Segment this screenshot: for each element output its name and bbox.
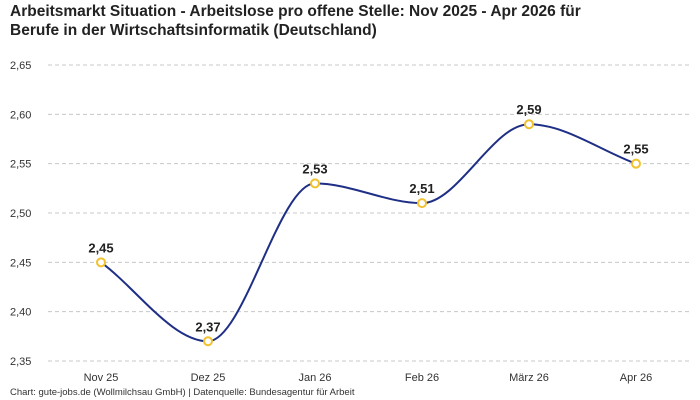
y-tick-label: 2,40 [10,307,31,319]
data-point [417,198,427,209]
series-line [100,123,637,343]
x-axis-ticks: Nov 25 Dez 25 Jan 26 Feb 26 März 26 Apr 26 [84,372,653,384]
y-tick-label: 2,55 [10,159,31,171]
data-label: 2,51 [409,181,434,196]
x-tick-label: März 26 [509,372,549,384]
y-tick-label: 2,50 [10,208,31,220]
data-point [310,178,320,189]
data-point [631,158,641,169]
chart-source-footer: Chart: gute-jobs.de (Wollmilchsau GmbH) … [10,387,355,398]
y-tick-label: 2,60 [10,109,31,121]
chart-title-line-1: Arbeitsmarkt Situation - Arbeitslose pro… [10,3,581,20]
y-tick-label: 2,35 [10,356,31,368]
x-tick-label: Dez 25 [191,372,226,384]
data-point [524,119,534,130]
chart-title-line-2: Berufe in der Wirtschaftsinformatik (Deu… [10,22,377,39]
y-axis-ticks: 2,35 2,40 2,45 2,50 2,55 2,60 2,65 [10,60,31,368]
data-labels: 2,45 2,37 2,53 2,51 2,59 2,55 [88,102,648,334]
data-label: 2,53 [302,161,327,176]
data-label: 2,45 [88,240,113,255]
data-markers [96,119,641,347]
data-label: 2,59 [516,102,541,117]
x-tick-label: Nov 25 [84,372,119,384]
data-point [96,257,106,268]
data-label: 2,55 [623,142,648,157]
y-tick-label: 2,45 [10,257,31,269]
y-tick-label: 2,65 [10,60,31,72]
data-point [203,336,213,347]
data-label: 2,37 [195,319,220,334]
x-tick-label: Apr 26 [620,372,652,384]
chart-title: Arbeitsmarkt Situation - Arbeitslose pro… [10,2,690,40]
x-tick-label: Feb 26 [405,372,439,384]
gridlines [48,64,690,362]
x-tick-label: Jan 26 [298,372,331,384]
